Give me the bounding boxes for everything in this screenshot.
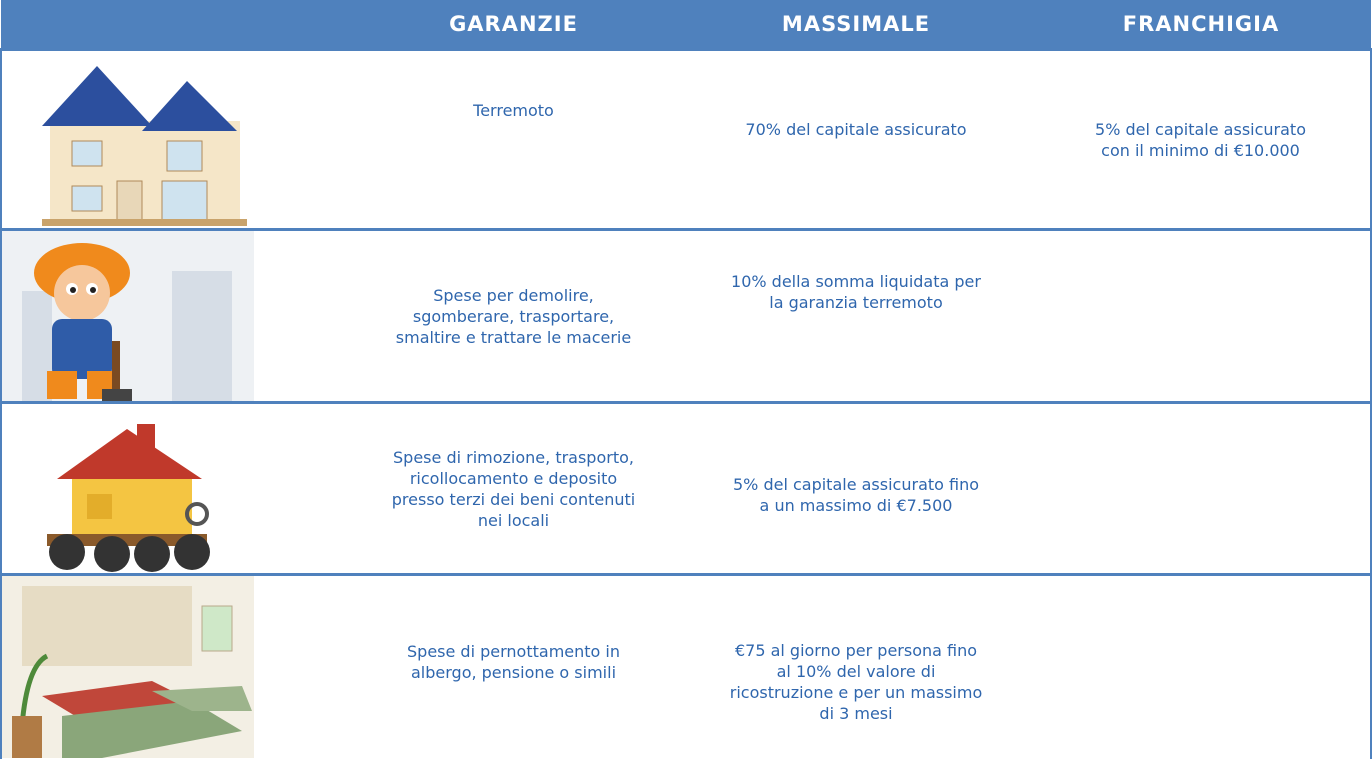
deductible-cell — [1031, 401, 1372, 575]
header-cell: GARANZIE — [346, 0, 681, 50]
image-cell — [0, 48, 346, 230]
deductible-cell — [1031, 228, 1372, 403]
cell-text: 10% della somma liquidata per la garanzi… — [731, 272, 981, 312]
header-cell: FRANCHIGIA — [1031, 0, 1371, 50]
header-cell: MASSIMALE — [681, 0, 1031, 50]
limit-cell: 5% del capitale assicurato fino a un mas… — [681, 401, 1031, 575]
header-row: GARANZIE MASSIMALE FRANCHIGIA — [1, 0, 1371, 50]
cell-text: Spese per demolire, sgomberare, trasport… — [395, 285, 632, 347]
row: Spese di rimozione, trasporto, ricolloca… — [0, 401, 1372, 575]
guarantee-cell: Spese di rimozione, trasporto, ricolloca… — [346, 401, 681, 575]
hotel-room-illustration — [2, 576, 254, 758]
guarantee-cell: Spese per demolire, sgomberare, trasport… — [346, 228, 681, 403]
cell-text: 5% del capitale assicurato fino a un mas… — [732, 474, 980, 515]
cell-text: 5% del capitale assicurato con il minimo… — [1095, 119, 1306, 160]
cell-text: Spese di rimozione, trasporto, ricolloca… — [391, 447, 636, 530]
limit-cell: 70% del capitale assicurato — [681, 48, 1031, 230]
row: Terremoto 70% del capitale assicurato 5%… — [0, 48, 1372, 230]
cell-text: Spese di pernottamento in albergo, pensi… — [407, 642, 620, 683]
cell-text: Terremoto — [473, 100, 554, 120]
limit-cell: €75 al giorno per persona fino al 10% de… — [681, 573, 1031, 759]
cell-text: €75 al giorno per persona fino al 10% de… — [729, 641, 983, 724]
limit-cell: 10% della somma liquidata per la garanzi… — [681, 228, 1031, 403]
deductible-cell: 5% del capitale assicurato con il minimo… — [1031, 48, 1372, 230]
guarantee-cell: Terremoto — [346, 48, 681, 230]
row: Spese per demolire, sgomberare, trasport… — [0, 228, 1372, 403]
worker-illustration — [2, 231, 254, 401]
moving-house-illustration — [47, 424, 210, 572]
image-cell — [0, 573, 346, 759]
image-cell — [0, 228, 346, 403]
cell-text: 70% del capitale assicurato — [745, 120, 967, 139]
image-cell — [0, 401, 346, 575]
guarantee-cell: Spese di pernottamento in albergo, pensi… — [346, 573, 681, 759]
house-illustration — [42, 66, 247, 226]
deductible-cell — [1031, 573, 1372, 759]
header-cell — [1, 0, 346, 50]
row: Spese di pernottamento in albergo, pensi… — [0, 573, 1372, 759]
